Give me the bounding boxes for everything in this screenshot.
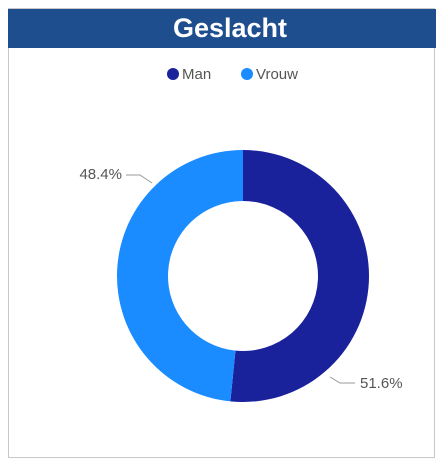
chart-title: Geslacht [173,13,287,43]
legend-label: Vrouw [256,66,298,83]
data-label: 51.6% [360,375,403,392]
data-label: 48.4% [79,166,122,183]
legend-label: Man [182,66,211,83]
leader-line [126,174,153,184]
legend-swatch [241,68,253,80]
leader-line [329,376,355,384]
legend-swatch [167,68,179,80]
donut-slice [230,150,369,402]
title-bar [8,9,436,48]
donut-slice [116,150,243,402]
